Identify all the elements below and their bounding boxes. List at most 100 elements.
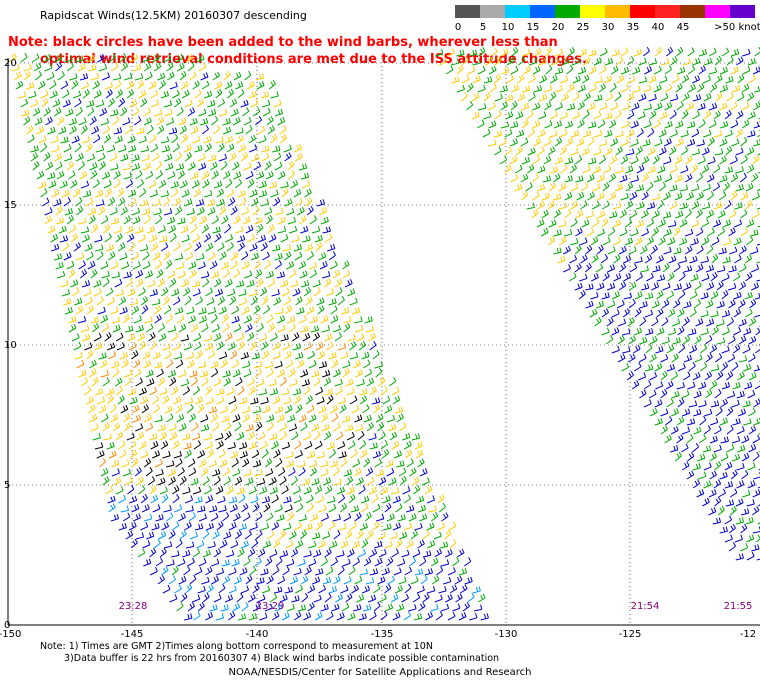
wind-barb — [336, 612, 345, 621]
wind-barb — [677, 363, 686, 372]
wind-barb — [736, 56, 744, 66]
wind-barb — [291, 431, 299, 441]
wind-barb — [76, 206, 84, 216]
wind-barb — [600, 254, 609, 264]
wind-barb — [730, 48, 740, 57]
wind-barb — [269, 388, 279, 396]
wind-barb — [215, 432, 224, 441]
wind-barb — [651, 227, 660, 237]
wind-barb — [478, 47, 486, 57]
wind-barb — [246, 80, 255, 90]
wind-barb — [276, 513, 285, 522]
wind-barb — [716, 300, 725, 309]
wind-barb — [602, 272, 610, 282]
wind-barb — [434, 548, 443, 558]
wind-barb — [473, 604, 483, 612]
wind-barb — [241, 406, 251, 414]
wind-barb — [406, 458, 414, 468]
wind-barb — [580, 182, 589, 192]
wind-barb — [363, 557, 372, 567]
wind-barb — [684, 173, 693, 183]
wind-barb — [131, 251, 139, 261]
wind-barb — [112, 368, 120, 378]
wind-barb — [182, 433, 191, 441]
wind-barb — [641, 209, 649, 219]
wind-barb — [121, 459, 130, 468]
wind-barb — [131, 207, 141, 216]
wind-barb — [301, 592, 309, 603]
wind-barb — [724, 200, 732, 210]
credit-line: NOAA/NESDIS/Center for Satellite Applica… — [228, 667, 532, 678]
wind-barb — [298, 467, 306, 477]
wind-barb — [631, 380, 640, 390]
wind-barb — [635, 219, 644, 228]
wind-barb — [377, 576, 386, 585]
wind-barb — [176, 106, 184, 117]
wind-barb — [683, 282, 692, 291]
wind-barb — [666, 46, 674, 57]
wind-barb — [146, 378, 155, 387]
wind-barb — [249, 565, 257, 576]
wind-barb — [570, 200, 579, 210]
wind-barb — [343, 315, 352, 324]
wind-barb — [653, 119, 661, 129]
wind-barb — [301, 379, 310, 387]
lon-tick-label: -130 — [495, 629, 518, 640]
wind-barb — [49, 80, 57, 90]
wind-barb — [681, 426, 691, 435]
wind-barb — [713, 110, 721, 120]
wind-barb — [223, 70, 231, 81]
wind-barb — [140, 145, 149, 153]
wind-barb — [597, 119, 606, 129]
wind-barb — [300, 225, 309, 234]
wind-barb — [440, 559, 450, 567]
wind-barb — [598, 155, 607, 165]
wind-barb — [197, 403, 205, 414]
wind-barb — [219, 351, 228, 360]
wind-barb — [252, 107, 261, 117]
wind-barb — [190, 376, 198, 387]
wind-barb — [228, 396, 237, 405]
wind-barb — [528, 92, 536, 102]
legend-swatch — [455, 5, 480, 18]
wind-barb — [704, 109, 712, 120]
wind-barb — [290, 548, 299, 558]
wind-barb — [169, 278, 177, 288]
wind-barb — [240, 99, 249, 108]
wind-barb — [208, 154, 217, 162]
wind-barb — [235, 178, 243, 189]
wind-barb — [558, 220, 567, 228]
wind-barb — [669, 164, 678, 174]
wind-barb — [613, 254, 621, 264]
wind-barb — [256, 323, 264, 333]
wind-barb — [625, 182, 634, 192]
wind-barb — [38, 135, 47, 144]
wind-barb — [331, 603, 340, 612]
wind-barb — [216, 521, 224, 531]
wind-barb — [751, 210, 760, 219]
wind-barb — [297, 206, 305, 216]
wind-barb — [274, 360, 283, 369]
wind-barb — [200, 424, 210, 432]
wind-barb — [294, 352, 304, 360]
wind-barb — [369, 548, 378, 558]
wind-barb — [686, 470, 695, 480]
wind-barb — [204, 342, 214, 351]
wind-barb — [289, 378, 298, 387]
wind-barb — [55, 261, 64, 270]
wind-barb — [316, 199, 325, 207]
wind-barb — [196, 54, 205, 63]
wind-barb — [699, 415, 707, 426]
wind-barb — [720, 120, 729, 129]
wind-barb — [579, 273, 588, 282]
wind-barb — [510, 65, 519, 75]
wind-barb — [329, 260, 338, 270]
wind-barb — [208, 349, 216, 360]
wind-barb — [715, 74, 723, 84]
wind-barb — [184, 613, 193, 621]
wind-barb — [354, 316, 363, 324]
wind-barb — [340, 457, 348, 468]
wind-barb — [162, 584, 171, 594]
wind-barb — [106, 441, 115, 450]
wind-barb — [332, 269, 341, 279]
